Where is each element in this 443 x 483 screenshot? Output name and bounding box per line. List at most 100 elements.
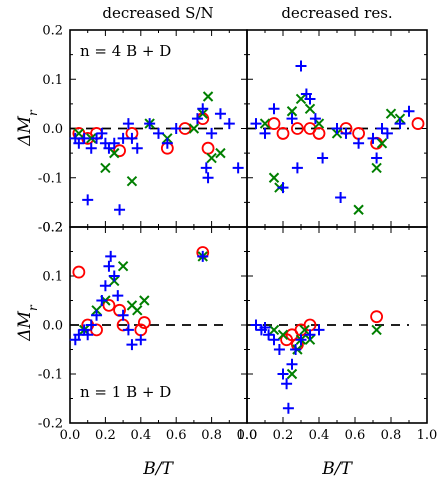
panels-layer: 0.20.10.0-0.1-0.2n = 4 B + D0.20.10.0-0.…: [38, 24, 437, 444]
data-point-plus: [259, 127, 271, 139]
data-point-circle: [352, 127, 366, 140]
x-tick-label: 0.6: [166, 428, 187, 443]
x-tick-label: 1.0: [417, 428, 438, 443]
data-point-x: [126, 175, 138, 187]
data-point-plus: [82, 194, 94, 206]
data-point-plus: [291, 162, 303, 174]
data-point-plus: [99, 280, 111, 292]
data-point-x: [268, 324, 280, 336]
y-tick-label: 0.0: [42, 122, 63, 137]
data-point-plus: [135, 334, 147, 346]
data-point-plus: [197, 103, 209, 115]
x-tick-label: 0.8: [201, 428, 222, 443]
data-point-x: [376, 138, 388, 149]
data-point-plus: [277, 368, 289, 380]
x-tick-label: 0.6: [345, 428, 366, 443]
data-point-x: [109, 147, 120, 159]
data-point-plus: [394, 118, 406, 130]
x-tick-label: 0.4: [309, 428, 330, 443]
data-point-plus: [295, 60, 307, 72]
data-point-plus: [313, 324, 325, 336]
data-point-plus: [153, 127, 164, 139]
y-tick-label: -0.2: [38, 221, 63, 236]
data-point-plus: [353, 137, 365, 149]
data-point-plus: [200, 162, 212, 174]
column-title-res: decreased res.: [281, 4, 392, 22]
data-point-circle: [276, 127, 290, 140]
data-point-circle: [90, 323, 103, 337]
data-point-x: [286, 368, 298, 380]
data-point-plus: [202, 172, 214, 184]
data-point-plus: [403, 105, 415, 117]
data-point-circle: [312, 127, 326, 140]
data-point-plus: [144, 118, 156, 130]
data-point-x: [371, 324, 382, 336]
data-point-circle: [411, 117, 425, 130]
data-point-plus: [122, 118, 134, 130]
data-point-plus: [91, 132, 103, 144]
data-point-x: [100, 162, 111, 174]
data-point-plus: [85, 319, 97, 331]
data-point-plus: [103, 260, 115, 272]
x-tick-label: 0.8: [381, 428, 402, 443]
data-point-plus: [126, 132, 138, 144]
data-point-plus: [117, 309, 129, 321]
data-point-plus: [281, 378, 293, 390]
data-point-plus: [170, 123, 182, 134]
data-point-plus: [232, 162, 244, 174]
data-point-plus: [286, 113, 298, 125]
column-title-sn: decreased S/N: [102, 4, 213, 22]
panel-bottom-right: 0.0 0.2 0.4 0.6 0.8 1.0: [237, 226, 438, 443]
data-point-plus: [112, 290, 124, 302]
data-point-plus: [282, 402, 294, 414]
y-tick-label: -0.2: [38, 417, 63, 432]
data-point-x: [202, 91, 214, 102]
data-point-circle: [267, 117, 281, 130]
y-tick-label: 0.1: [42, 73, 63, 88]
data-point-plus: [78, 132, 90, 144]
data-point-circle: [201, 141, 215, 155]
data-point-plus: [335, 191, 347, 203]
data-point-plus: [263, 329, 275, 341]
data-point-x: [371, 162, 382, 174]
data-point-circle: [370, 310, 384, 324]
data-point-plus: [290, 344, 302, 355]
data-point-plus: [268, 103, 280, 115]
data-point-circle: [72, 265, 86, 279]
data-point-plus: [371, 152, 383, 164]
x-tick-label: 0.0: [60, 428, 81, 443]
data-point-plus: [122, 324, 134, 336]
data-point-x: [215, 147, 226, 159]
data-point-x: [139, 295, 150, 306]
data-point-x: [268, 172, 280, 183]
y-tick-label: 0.2: [42, 221, 63, 236]
data-point-plus: [376, 123, 388, 134]
data-point-circle: [102, 298, 116, 312]
data-point-plus: [367, 132, 379, 144]
panel-top-right: [246, 29, 428, 228]
data-point-plus: [85, 142, 97, 154]
data-point-plus: [250, 118, 262, 130]
y-tick-label: 0.2: [42, 24, 63, 39]
data-point-x: [277, 329, 289, 341]
data-point-plus: [268, 334, 280, 346]
data-point-x: [299, 324, 310, 336]
x-axis-title-left: B/T: [142, 459, 174, 479]
data-point-plus: [161, 137, 173, 149]
data-point-plus: [250, 319, 262, 331]
panel-annotation: n = 1 B + D: [80, 383, 171, 401]
data-point-x: [304, 103, 316, 115]
data-point-plus: [304, 329, 316, 341]
data-point-plus: [331, 123, 343, 134]
data-point-x: [286, 106, 298, 117]
data-point-plus: [381, 127, 393, 139]
data-point-plus: [82, 329, 94, 341]
y-tick-label: 0.0: [42, 319, 63, 334]
y-tick-label: -0.1: [38, 171, 63, 186]
data-point-plus: [96, 295, 108, 306]
data-point-x: [132, 305, 143, 316]
data-point-plus: [295, 334, 307, 346]
data-point-plus: [197, 250, 209, 262]
data-point-plus: [273, 344, 285, 355]
data-point-plus: [108, 270, 120, 282]
